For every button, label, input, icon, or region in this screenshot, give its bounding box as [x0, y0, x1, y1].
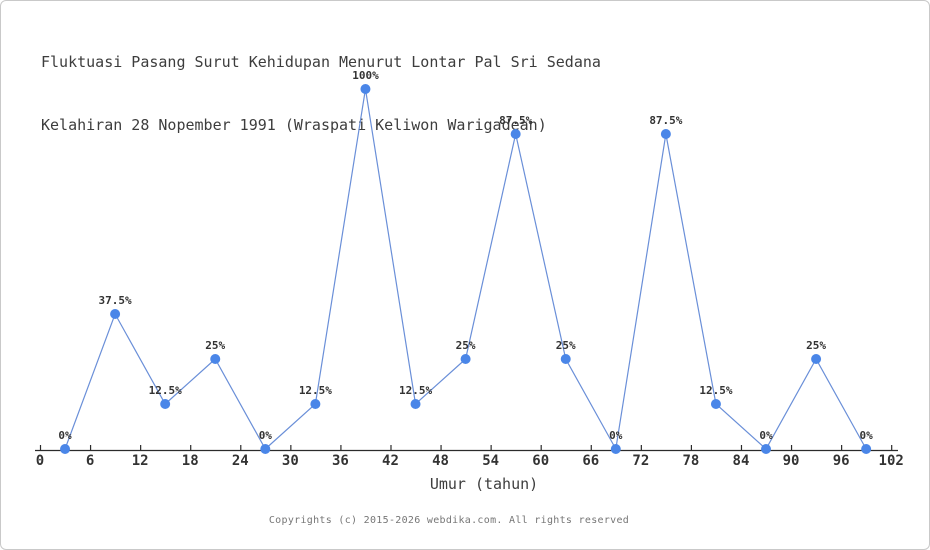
- data-point-label: 25%: [806, 339, 826, 352]
- chart-title: Fluktuasi Pasang Surut Kehidupan Menurut…: [41, 10, 601, 178]
- x-axis-tick-label: 0: [36, 453, 44, 469]
- x-axis-tick-label: 42: [382, 453, 399, 469]
- data-point-label: 25%: [456, 339, 476, 352]
- data-point-label: 12.5%: [399, 384, 432, 397]
- data-point-label: 37.5%: [99, 294, 132, 307]
- chart-plot-area: 0 6 12 18 24 30 36 42 48 54 60 66 72 78 84 90 96 102 0% 37.…: [35, 69, 904, 469]
- data-point-marker: [110, 309, 121, 319]
- x-axis-tick-label: 96: [833, 453, 850, 469]
- chart-title-line1: Fluktuasi Pasang Surut Kehidupan Menurut…: [41, 53, 601, 71]
- data-point-label: 100%: [352, 69, 379, 82]
- data-point-marker: [160, 399, 171, 409]
- x-axis-label: Umur (tahun): [430, 475, 538, 493]
- data-point-label: 0%: [259, 429, 273, 442]
- x-axis-tick-label: 84: [733, 453, 750, 469]
- data-point-marker: [260, 444, 271, 454]
- data-point-label: 25%: [556, 339, 576, 352]
- data-point-marker: [460, 354, 471, 364]
- data-point-marker: [360, 84, 371, 94]
- data-point-marker: [660, 129, 671, 139]
- x-axis-tick-label: 30: [282, 453, 299, 469]
- x-axis-tick-label: 72: [632, 453, 649, 469]
- x-axis-tick-label: 36: [332, 453, 349, 469]
- data-point-label: 87.5%: [649, 114, 682, 127]
- data-point-marker: [811, 354, 822, 364]
- series-line: [64, 88, 867, 451]
- x-axis-tick-label: 24: [232, 453, 249, 469]
- x-axis-tick-label: 78: [682, 453, 699, 469]
- data-point-label: 12.5%: [299, 384, 332, 397]
- data-point-label: 87.5%: [499, 114, 532, 127]
- data-point-marker: [861, 444, 872, 454]
- data-point-marker: [710, 399, 721, 409]
- data-point-label: 0%: [609, 429, 623, 442]
- x-axis-tick-label: 54: [482, 453, 499, 469]
- x-axis-tick-label: 6: [86, 453, 94, 469]
- x-axis-tick-label: 90: [783, 453, 800, 469]
- data-point-marker: [310, 399, 321, 409]
- data-point-label: 0%: [58, 429, 72, 442]
- data-point-marker: [210, 354, 221, 364]
- data-point-marker: [761, 444, 772, 454]
- data-point-marker: [510, 129, 521, 139]
- data-point-marker: [610, 444, 621, 454]
- x-axis-tick-label: 18: [182, 453, 199, 469]
- data-point-marker: [560, 354, 571, 364]
- data-point-label: 25%: [205, 339, 225, 352]
- data-point-label: 12.5%: [149, 384, 182, 397]
- x-axis-tick-label: 48: [432, 453, 449, 469]
- data-point-label: 12.5%: [699, 384, 732, 397]
- chart-title-line2: Kelahiran 28 Nopember 1991 (Wraspati Kel…: [41, 116, 547, 134]
- x-axis-tick-label: 102: [879, 453, 904, 469]
- copyright-text: Copyrights (c) 2015-2026 webdika.com. Al…: [268, 515, 630, 526]
- data-point-marker: [60, 444, 71, 454]
- data-point-label: 0%: [759, 429, 773, 442]
- x-axis-tick-label: 66: [582, 453, 599, 469]
- data-point-marker: [410, 399, 421, 409]
- x-axis-tick-label: 60: [532, 453, 549, 469]
- data-point-label: 0%: [860, 429, 874, 442]
- x-axis-tick-label: 12: [132, 453, 149, 469]
